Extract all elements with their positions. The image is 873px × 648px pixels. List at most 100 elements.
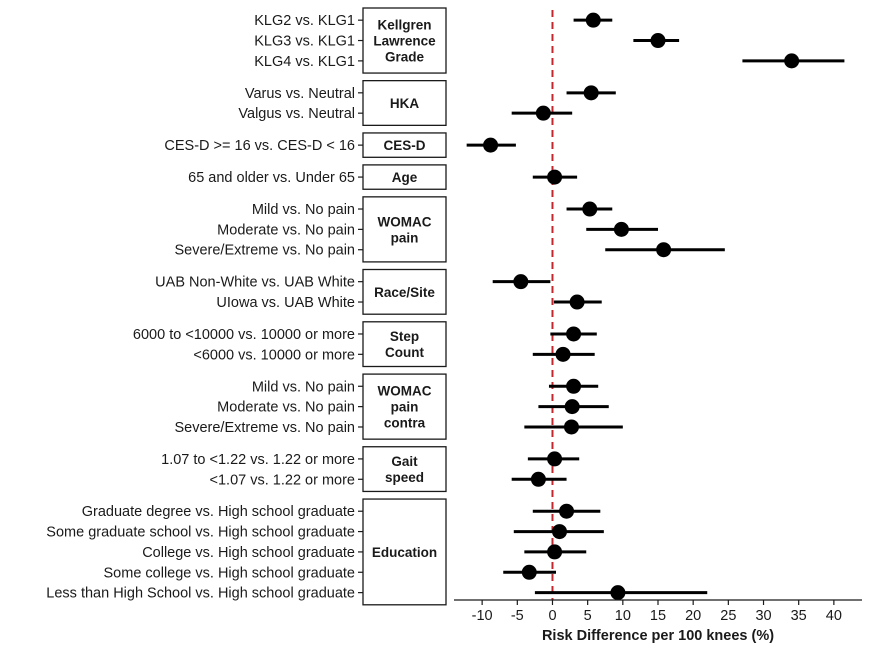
x-axis: -10 -5 0 5 10 15 20 25 30 35 40 xyxy=(454,599,862,624)
estimate-point xyxy=(583,85,599,101)
x-tick-label: 35 xyxy=(791,608,807,624)
estimate-point xyxy=(547,544,563,560)
estimate-point xyxy=(650,33,666,49)
estimate-point xyxy=(784,53,800,69)
estimate-point xyxy=(566,378,582,394)
estimate-point xyxy=(564,399,580,415)
group-label: WOMAC pain xyxy=(378,214,432,245)
x-axis-title: Risk Difference per 100 knees (%) xyxy=(542,628,774,644)
group-label-line: Race/Site xyxy=(374,285,435,300)
x-tick-label: 40 xyxy=(826,608,842,624)
group-label: WOMAC pain contra xyxy=(378,384,432,431)
group-box xyxy=(362,80,447,127)
group-label-line: pain xyxy=(391,230,419,245)
group-label-line: WOMAC xyxy=(378,384,432,399)
row-label: KLG2 vs. KLG1 xyxy=(254,13,355,29)
group-label: Kellgren Lawrence Grade xyxy=(373,18,436,65)
row-label: Some graduate school vs. High school gra… xyxy=(46,525,355,541)
x-tick-label: 30 xyxy=(755,608,771,624)
group-box xyxy=(362,373,447,440)
group-label-line: contra xyxy=(384,416,426,431)
x-tick-label: 5 xyxy=(584,608,592,624)
estimate-point xyxy=(555,346,571,362)
row-label: Some college vs. High school graduate xyxy=(104,565,355,581)
group-label-line: Step xyxy=(390,329,419,344)
group-box xyxy=(362,446,447,493)
row-label: Moderate vs. No pain xyxy=(217,222,355,238)
estimate-point xyxy=(535,105,551,121)
group-label-line: Age xyxy=(392,170,418,185)
estimate-point xyxy=(566,326,582,342)
group-box xyxy=(362,321,447,368)
group-label: CES-D xyxy=(383,138,425,153)
row-label: Mild vs. No pain xyxy=(252,379,355,395)
group-label: Gait speed xyxy=(385,454,424,485)
group-box xyxy=(362,268,447,315)
group-label-line: Gait xyxy=(391,454,418,469)
x-tick-label: -10 xyxy=(472,608,493,624)
row-label: KLG4 vs. KLG1 xyxy=(254,54,355,70)
estimate-point xyxy=(563,419,579,435)
row-label: <1.07 vs. 1.22 or more xyxy=(210,472,355,488)
row-label: 1.07 to <1.22 vs. 1.22 or more xyxy=(161,452,355,468)
group-label-line: WOMAC xyxy=(378,214,432,229)
estimate-point xyxy=(559,503,575,519)
row-label: 6000 to <10000 vs. 10000 or more xyxy=(133,327,355,343)
group-label: Step Count xyxy=(385,329,424,360)
estimate-point xyxy=(521,564,537,580)
group-label: Race/Site xyxy=(374,285,435,300)
row-label: Moderate vs. No pain xyxy=(217,400,355,416)
group-label-line: Count xyxy=(385,345,424,360)
row-label: Graduate degree vs. High school graduate xyxy=(82,504,355,520)
row-labels: KLG2 vs. KLG1 KLG3 vs. KLG1 KLG4 vs. KLG1 V… xyxy=(46,13,363,602)
row-label: College vs. High school graduate xyxy=(142,545,355,561)
estimate-point xyxy=(610,585,626,601)
x-tick-label: 15 xyxy=(650,608,666,624)
row-label: CES-D >= 16 vs. CES-D < 16 xyxy=(164,138,355,154)
group-label: Age xyxy=(392,170,418,185)
group-label-line: Education xyxy=(372,545,437,560)
row-label: Severe/Extreme vs. No pain xyxy=(174,420,355,436)
row-label: Severe/Extreme vs. No pain xyxy=(174,243,355,259)
estimate-point xyxy=(513,274,529,290)
x-tick-label: 10 xyxy=(615,608,631,624)
estimate-point xyxy=(530,471,546,487)
estimate-point xyxy=(613,221,629,237)
row-label: Mild vs. No pain xyxy=(252,202,355,218)
x-tick-label: 0 xyxy=(548,608,556,624)
group-box xyxy=(362,164,447,190)
group-label-line: Kellgren xyxy=(377,18,431,33)
group-label-line: HKA xyxy=(390,96,419,111)
estimate-point xyxy=(483,137,499,153)
group-label: HKA xyxy=(390,96,419,111)
row-label: Valgus vs. Neutral xyxy=(238,106,355,122)
group-label-line: CES-D xyxy=(383,138,425,153)
group-label: Education xyxy=(372,545,437,560)
group-label-line: speed xyxy=(385,470,424,485)
estimate-point xyxy=(547,451,563,467)
group-label-line: Lawrence xyxy=(373,34,436,49)
row-label: UIowa vs. UAB White xyxy=(216,295,355,311)
estimate-point xyxy=(656,242,672,258)
group-box xyxy=(362,132,447,158)
estimate-point xyxy=(582,201,598,217)
estimate-point xyxy=(547,169,563,185)
row-label: KLG3 vs. KLG1 xyxy=(254,34,355,50)
row-label: <6000 vs. 10000 or more xyxy=(193,347,355,363)
row-label: Varus vs. Neutral xyxy=(245,86,355,102)
estimate-point xyxy=(552,524,568,540)
x-tick-label: 20 xyxy=(685,608,701,624)
group-label-line: Grade xyxy=(385,50,425,65)
group-box xyxy=(362,498,447,606)
x-tick-label: -5 xyxy=(511,608,524,624)
row-label: 65 and older vs. Under 65 xyxy=(188,170,355,186)
group-label-line: pain xyxy=(391,400,419,415)
estimate-point xyxy=(569,294,585,310)
plot-area xyxy=(466,10,845,601)
estimate-point xyxy=(585,12,601,28)
row-label: UAB Non-White vs. UAB White xyxy=(155,275,355,291)
group-box xyxy=(362,7,447,74)
x-tick-label: 25 xyxy=(720,608,736,624)
